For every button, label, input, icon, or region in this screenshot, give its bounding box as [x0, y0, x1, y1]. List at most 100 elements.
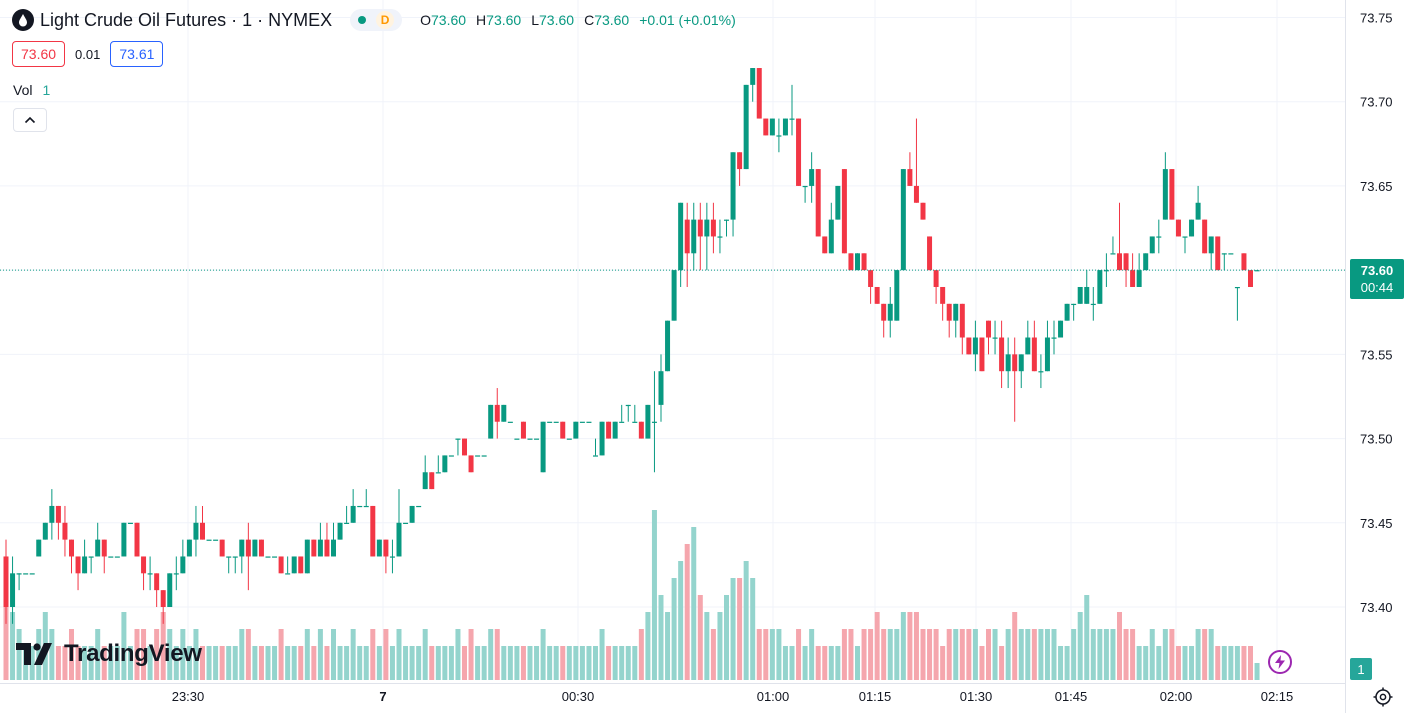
volume-bar — [913, 612, 919, 680]
candle-body — [619, 421, 625, 423]
sell-button[interactable]: 73.60 — [12, 41, 66, 67]
volume-bar — [1031, 629, 1037, 680]
price-axis[interactable]: 73.40 73.45 73.50 73.55 73.60 73.65 73.70 73.75 — [1345, 0, 1393, 713]
candle-body — [1195, 202, 1201, 220]
candle-body — [776, 135, 782, 137]
candle-body — [632, 421, 638, 423]
volume-bar — [36, 629, 42, 680]
candle-body — [200, 522, 205, 540]
candle-body — [809, 169, 815, 186]
volume-bar — [599, 629, 605, 680]
candle-body — [1025, 337, 1031, 355]
volume-bar — [802, 646, 808, 680]
volume-bar — [488, 629, 494, 680]
candle-body — [1012, 354, 1018, 372]
candle-body — [684, 219, 690, 254]
volume-bar — [442, 646, 448, 680]
volume-bar — [173, 646, 179, 680]
symbol-header[interactable]: Light Crude Oil Futures · 1 · NYMEX D O7… — [12, 8, 736, 32]
volume-bar — [560, 646, 566, 680]
candle-body — [265, 556, 271, 558]
delayed-badge: D — [376, 11, 395, 29]
volume-bar — [167, 629, 173, 680]
candle-body — [1117, 253, 1122, 271]
candle-body — [344, 522, 350, 524]
volume-bar — [121, 612, 127, 680]
candle-body — [1064, 303, 1070, 321]
time-axis[interactable]: 23:30 7 00:30 01:00 01:15 01:30 01:45 02:00 02:1… — [0, 683, 1345, 705]
volume-axis-label: 1 — [1350, 658, 1372, 680]
volume-bar — [272, 646, 278, 680]
candle-body — [488, 404, 494, 439]
candle-body — [1018, 354, 1024, 372]
candle-body — [979, 337, 985, 372]
candle-body — [789, 118, 795, 120]
volume-bar — [809, 629, 815, 680]
candle-body — [409, 505, 415, 523]
tradingview-logo[interactable]: TradingView — [16, 640, 202, 668]
candle-body — [966, 337, 972, 355]
candle-body — [75, 556, 81, 574]
candle-body — [462, 438, 467, 456]
candle-body — [481, 455, 487, 457]
open-key: O — [420, 12, 431, 28]
buy-button[interactable]: 73.61 — [110, 41, 164, 67]
candle-body — [278, 556, 284, 574]
volume-bar — [1175, 646, 1181, 680]
volume-bar — [1208, 629, 1214, 680]
candle-body — [121, 522, 127, 557]
volume-bar — [907, 612, 913, 680]
candle-body — [108, 556, 114, 558]
candle-body — [1077, 286, 1083, 304]
volume-bar — [540, 629, 546, 680]
open-value: 73.60 — [431, 12, 467, 28]
volume-bar — [186, 646, 192, 680]
candle-body — [23, 573, 29, 575]
collapse-legend-button[interactable] — [13, 108, 47, 132]
candle-body — [1149, 236, 1155, 254]
volume-bar — [796, 629, 802, 680]
candle-body — [855, 253, 860, 271]
candle-body — [560, 421, 566, 439]
candle-body — [376, 539, 382, 557]
candle-body — [29, 573, 35, 575]
candle-body — [1169, 169, 1175, 220]
candle-body — [612, 421, 618, 439]
candle-body — [1097, 270, 1103, 304]
low-value: 73.60 — [539, 12, 575, 28]
candle-body — [1202, 219, 1208, 254]
volume-legend[interactable]: Vol 1 — [13, 82, 50, 98]
candle-body — [258, 539, 264, 557]
volume-bar — [1228, 646, 1234, 680]
volume-bar — [344, 646, 350, 680]
market-status[interactable]: D — [350, 9, 403, 31]
candle-body — [553, 421, 559, 423]
candle-body — [252, 539, 258, 557]
time-tick-label: 23:30 — [172, 689, 205, 704]
volume-bar — [389, 646, 395, 680]
volume-bar — [422, 629, 428, 680]
candle-body — [1162, 169, 1168, 220]
candle-body — [213, 539, 219, 541]
volume-bar — [625, 646, 631, 680]
current-price: 73.60 — [1360, 263, 1394, 278]
candle-body — [874, 286, 880, 304]
volume-bar — [1195, 629, 1201, 680]
candle-body — [42, 522, 48, 540]
gear-icon[interactable] — [1372, 686, 1394, 708]
symbol-title[interactable]: Light Crude Oil Futures · 1 · NYMEX — [40, 9, 333, 30]
candle-body — [3, 556, 9, 607]
volume-bar — [1058, 646, 1064, 680]
candle-body — [900, 169, 906, 271]
volume-bar — [1202, 629, 1208, 680]
replay-button[interactable] — [1268, 650, 1292, 674]
lightning-icon — [1275, 655, 1285, 669]
volume-bar — [62, 646, 68, 680]
candle-body — [599, 421, 605, 456]
volume-label: Vol — [13, 82, 33, 98]
candle-body — [868, 270, 874, 287]
candle-body — [1031, 337, 1037, 372]
candle-body — [389, 556, 395, 558]
volume-bar — [494, 629, 500, 680]
